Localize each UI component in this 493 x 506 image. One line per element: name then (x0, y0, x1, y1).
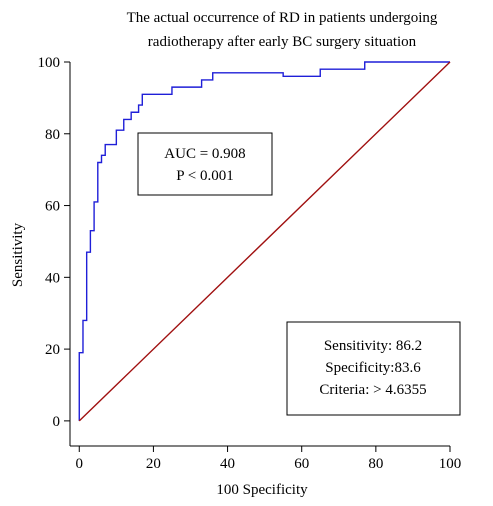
x-tick-label: 20 (146, 456, 161, 472)
y-tick-label: 80 (45, 127, 60, 143)
series-line (78, 61, 451, 422)
y-tick-label: 0 (53, 414, 61, 430)
annotation: P < 0.001 (176, 168, 234, 184)
annotation: Specificity:83.6 (325, 360, 421, 376)
series-line (78, 61, 450, 421)
x-tick-label: 60 (294, 456, 309, 472)
x-tick-label: 80 (368, 456, 383, 472)
criteria-box (286, 321, 461, 416)
y-tick-label: 40 (45, 270, 60, 286)
x-tick-label: 0 (76, 456, 84, 472)
x-tick-label: 40 (220, 456, 235, 472)
y-tick-label: 100 (38, 55, 61, 71)
y-tick-label: 20 (45, 342, 60, 358)
annotation: AUC = 0.908 (164, 146, 245, 162)
annotation: Sensitivity: 86.2 (324, 338, 422, 354)
annotation: Criteria: > 4.6355 (319, 382, 426, 398)
x-axis-label: 100 Specificity (216, 482, 308, 498)
chart-title: radiotherapy after early BC surgery situ… (148, 34, 417, 50)
auc-box (137, 132, 273, 196)
x-tick-label: 100 (439, 456, 462, 472)
y-tick-label: 60 (45, 199, 60, 215)
y-axis-label: Sensitivity (10, 222, 26, 287)
chart-title: The actual occurrence of RD in patients … (127, 10, 438, 26)
